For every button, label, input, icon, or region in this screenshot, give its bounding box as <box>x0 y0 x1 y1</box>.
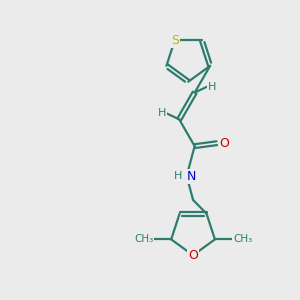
Text: H: H <box>158 109 166 118</box>
Text: CH₃: CH₃ <box>233 234 252 244</box>
Text: O: O <box>188 249 198 262</box>
Text: H: H <box>174 171 182 181</box>
Text: S: S <box>171 34 179 46</box>
Text: CH₃: CH₃ <box>134 234 153 244</box>
Text: O: O <box>219 137 229 150</box>
Text: H: H <box>208 82 216 92</box>
Text: N: N <box>186 169 196 182</box>
